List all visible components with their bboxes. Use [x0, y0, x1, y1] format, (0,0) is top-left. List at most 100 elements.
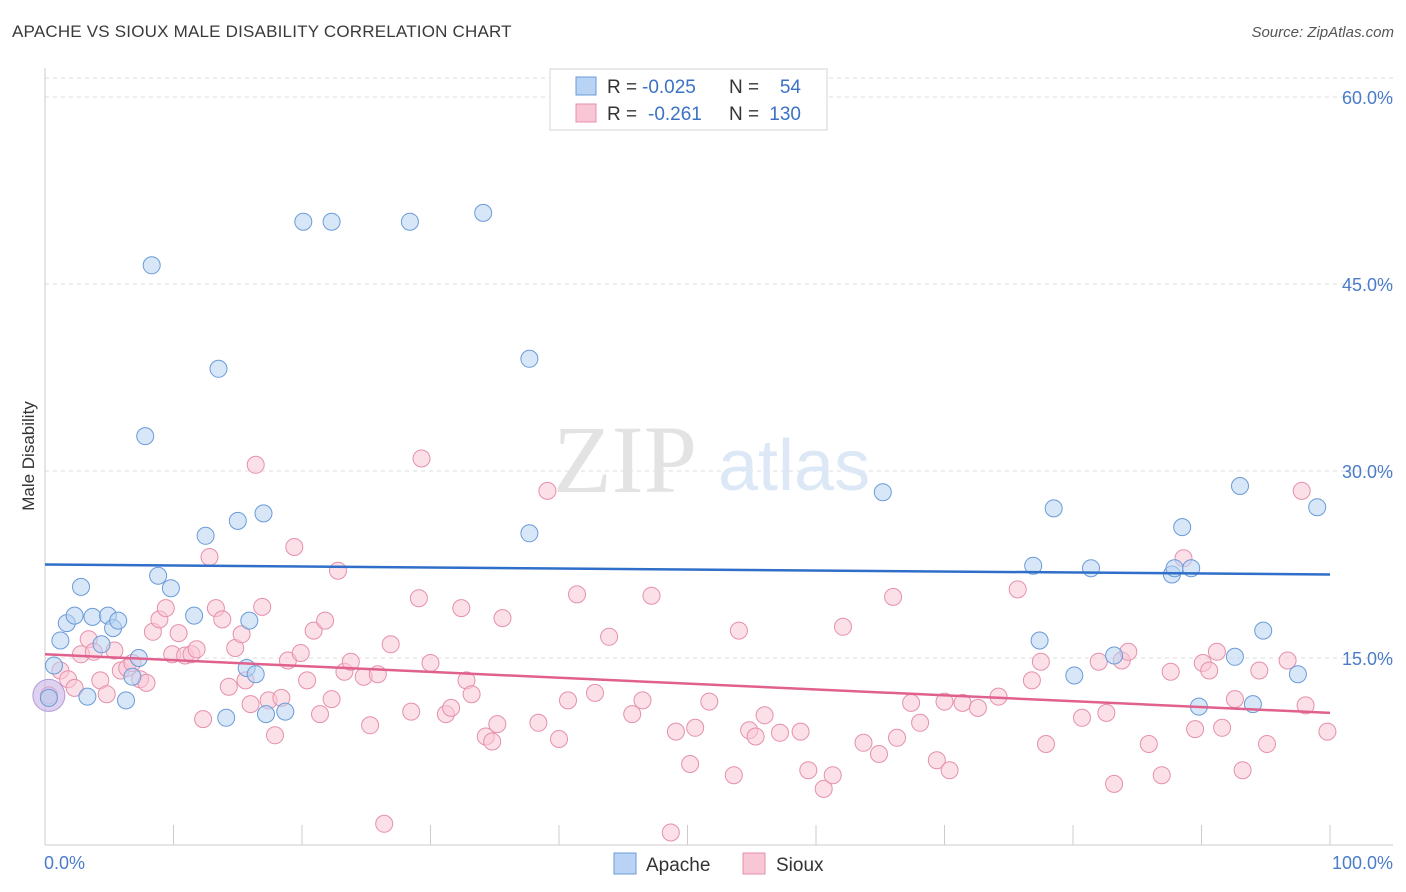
apache-point-31	[322, 212, 341, 231]
apache-point-5	[72, 577, 90, 596]
sioux-point-88	[799, 761, 818, 780]
bottom-legend-label-apache: Apache	[646, 855, 710, 876]
sioux-point-114	[1139, 735, 1158, 753]
sioux-point-38	[285, 538, 304, 556]
sioux-point-53	[402, 702, 421, 721]
sioux-point-67	[538, 481, 557, 500]
sioux-point-29	[232, 625, 251, 644]
legend-r-label-sioux: R =	[607, 104, 637, 125]
apache-point-25	[240, 611, 259, 630]
sioux-point-122	[1213, 718, 1232, 737]
sioux-point-108	[1073, 708, 1091, 727]
sioux-point-105	[1022, 671, 1041, 690]
y-tick-labels: 15.0% 30.0% 45.0% 60.0%	[1342, 88, 1393, 669]
sioux-point-102	[968, 698, 987, 717]
sioux-point-116	[1161, 662, 1180, 681]
correlation-legend: R = -0.025 N = 54 R = -0.261 N = 130	[549, 68, 828, 131]
apache-point-17	[149, 566, 168, 585]
apache-point-1	[45, 656, 63, 675]
bottom-legend-swatch-apache	[613, 852, 637, 875]
legend-n-label-sioux: N =	[729, 104, 759, 125]
sioux-point-74	[633, 691, 652, 710]
sioux-point-64	[488, 715, 507, 734]
sioux-point-27	[219, 677, 238, 696]
sioux-point-98	[927, 751, 946, 770]
legend-n-value-sioux: 130	[769, 104, 801, 125]
sioux-point-91	[834, 617, 852, 636]
watermark-atlas: atlas	[718, 426, 870, 506]
apache-point-0	[39, 688, 58, 707]
apache-point-41	[1082, 559, 1100, 578]
sioux-point-22	[187, 640, 206, 659]
sioux-point-51	[375, 814, 394, 833]
apache-point-7	[83, 607, 102, 626]
legend-r-label-apache: R =	[607, 77, 637, 98]
sioux-point-78	[681, 755, 700, 773]
apache-point-16	[142, 256, 161, 275]
legend-r-value-apache: -0.025	[642, 77, 696, 98]
apache-point-29	[276, 702, 295, 721]
apache-point-48	[1225, 647, 1244, 666]
apache-point-45	[1173, 518, 1192, 537]
sioux-point-41	[304, 621, 323, 640]
apache-point-18	[161, 579, 180, 598]
sioux-point-127	[1278, 651, 1297, 670]
sioux-point-77	[666, 722, 685, 741]
y-tick-label-60: 60.0%	[1342, 88, 1393, 108]
sioux-point-130	[1318, 722, 1337, 741]
sioux-point-89	[814, 779, 833, 798]
sioux-point-42	[311, 705, 329, 724]
apache-point-52	[1288, 665, 1307, 684]
sioux-point-3	[65, 678, 84, 697]
trend-lines	[44, 563, 1331, 715]
sioux-point-63	[483, 732, 502, 751]
legend-swatch-sioux	[575, 103, 597, 123]
apache-point-12	[117, 691, 135, 710]
apache-point-42	[1105, 646, 1124, 665]
sioux-point-55	[412, 449, 431, 468]
apache-point-6	[78, 687, 97, 706]
apache-point-38	[1030, 631, 1049, 650]
apache-point-23	[228, 511, 247, 530]
sioux-point-26	[213, 610, 232, 629]
sioux-point-54	[409, 589, 428, 608]
sioux-point-71	[586, 683, 604, 702]
apache-point-19	[185, 606, 204, 625]
sioux-point-81	[724, 766, 743, 785]
apache-point-27	[254, 504, 273, 523]
sioux-point-125	[1250, 661, 1269, 680]
apache-point-28	[257, 705, 275, 724]
sioux-point-8	[97, 685, 116, 704]
sioux-point-32	[246, 455, 265, 474]
sioux-point-17	[156, 599, 175, 618]
y-tick-label-15: 15.0%	[1342, 649, 1393, 669]
legend-swatch-apache	[575, 76, 597, 96]
sioux-point-35	[266, 726, 284, 745]
sioux-point-124	[1233, 761, 1252, 780]
apache-point-4	[65, 606, 84, 625]
sioux-point-56	[421, 654, 440, 672]
sioux-point-24	[200, 548, 219, 566]
apache-point-20	[196, 526, 215, 545]
sioux-point-76	[661, 823, 680, 842]
apache-points	[39, 203, 1327, 727]
sioux-point-109	[1089, 652, 1108, 671]
sioux-point-85	[755, 706, 774, 725]
sioux-point-47	[341, 652, 360, 671]
y-tick-label-30: 30.0%	[1342, 462, 1393, 482]
sioux-point-87	[791, 722, 810, 741]
sioux-point-107	[1037, 735, 1055, 753]
apache-point-39	[1044, 499, 1063, 518]
sioux-point-129	[1296, 696, 1315, 715]
sioux-point-106	[1031, 652, 1050, 671]
sioux-point-61	[462, 685, 481, 704]
sioux-point-86	[771, 723, 789, 742]
sioux-point-90	[823, 766, 842, 785]
sioux-point-118	[1186, 720, 1205, 739]
sioux-point-123	[1225, 690, 1244, 709]
sioux-trend-line	[44, 653, 1331, 715]
apache-point-53	[1308, 498, 1327, 517]
axes	[44, 68, 1393, 846]
apache-point-36	[873, 483, 892, 502]
